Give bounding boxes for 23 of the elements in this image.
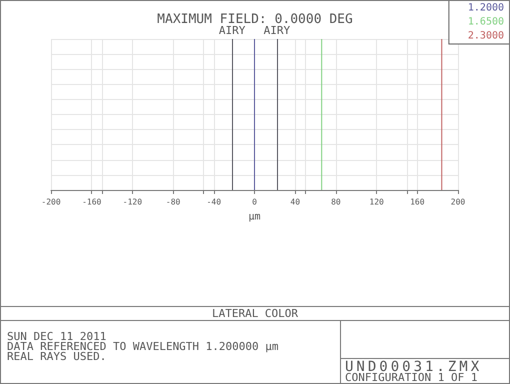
text: 2.3000 xyxy=(468,30,504,42)
text: 1.6500 xyxy=(468,16,504,28)
x-tick-label: -200 xyxy=(41,198,61,206)
x-tick-label: -80 xyxy=(166,198,181,206)
x-tick-label: -160 xyxy=(82,198,102,206)
text: REAL RAYS USED. xyxy=(7,350,108,363)
x-tick-label: -120 xyxy=(122,198,142,206)
ref-line-label: AIRY xyxy=(264,24,291,37)
x-tick-label: 0 xyxy=(252,198,258,206)
text: CONFIGURATION 1 OF 1 xyxy=(345,371,478,384)
text: SUN DEC 11 2011 xyxy=(7,330,108,343)
x-tick-label: 160 xyxy=(410,198,425,206)
ref-line-label: AIRY xyxy=(218,24,246,37)
x-tick-label: 40 xyxy=(290,198,300,206)
x-tick-label: 120 xyxy=(369,198,384,206)
text: LATERAL COLOR xyxy=(1,306,509,321)
x-axis-title: µm xyxy=(248,212,261,222)
chart-subtitle: MAXIMUM FIELD: 0.0000 DEG xyxy=(157,12,354,27)
x-tick-label: 200 xyxy=(450,198,466,206)
text: DATA REFERENCED TO WAVELENGTH 1.200000 µm xyxy=(7,340,279,353)
x-tick-label: -40 xyxy=(206,198,222,206)
x-tick-label: 80 xyxy=(331,198,341,206)
text: 1.2000 xyxy=(468,2,504,14)
